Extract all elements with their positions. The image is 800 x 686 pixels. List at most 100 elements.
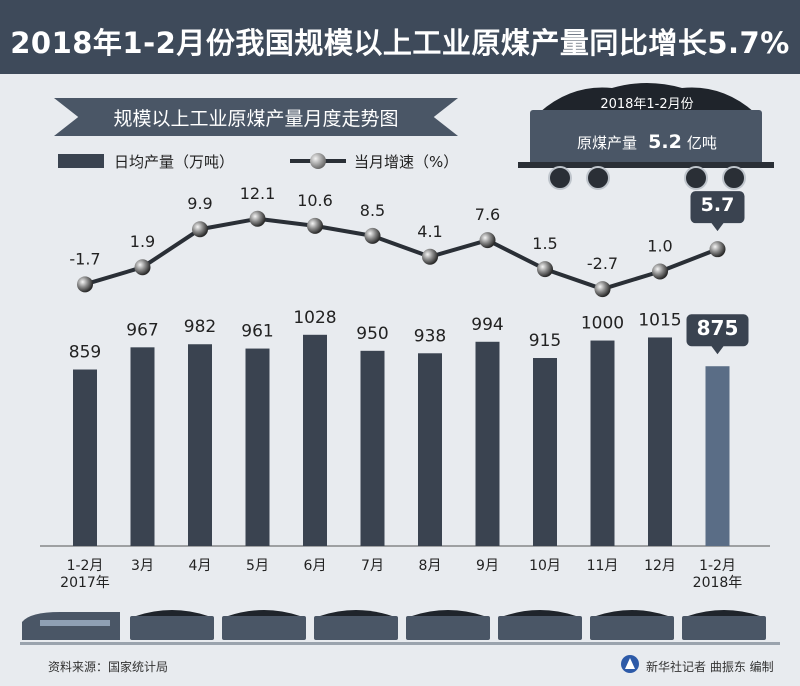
train-wagon-icon <box>498 616 582 640</box>
source-note: 资料来源：国家统计局 <box>48 660 169 674</box>
coal-load-icon <box>136 610 208 616</box>
header-bar: 2018年1-2月份我国规模以上工业原煤产量同比增长5.7% <box>0 0 800 74</box>
growth-value-label: -2.7 <box>587 254 618 273</box>
growth-value-label: 7.6 <box>475 205 500 224</box>
growth-value-label: 12.1 <box>240 184 276 203</box>
bar <box>73 369 97 546</box>
growth-point <box>307 217 323 234</box>
bar <box>130 347 155 546</box>
bar <box>705 366 730 546</box>
growth-point <box>479 232 496 249</box>
wagon-body <box>530 110 762 168</box>
xinhua-logo-icon <box>621 655 639 673</box>
x-tick-label: 3月 <box>131 558 154 574</box>
x-tick-label: 2018年 <box>693 575 743 591</box>
bar-value-label: 859 <box>69 343 101 363</box>
coal-load-icon <box>504 610 576 616</box>
svg-text:原煤产量 5.2 亿吨: 原煤产量 5.2 亿吨 <box>577 131 717 153</box>
train-wagon-icon <box>222 616 306 640</box>
legend-bar-swatch <box>58 154 104 168</box>
author-credit: 新华社记者 曲振东 编制 <box>646 660 774 674</box>
bar <box>590 340 615 546</box>
coal-load-icon <box>320 610 392 616</box>
growth-value-label: 4.1 <box>417 222 442 241</box>
chart-subtitle: 规模以上工业原煤产量月度走势图 <box>113 108 399 130</box>
card-label: 原煤产量 <box>577 134 637 152</box>
train-wagon-icon <box>314 616 398 640</box>
bar <box>245 348 270 546</box>
card-value: 5.2 <box>648 131 682 153</box>
growth-value-label: 10.6 <box>297 191 333 210</box>
bar <box>475 341 500 546</box>
legend-line-marker <box>310 153 326 169</box>
x-tick-label: 1-2月 <box>67 558 104 574</box>
growth-point <box>422 248 438 265</box>
bar-value-label: 967 <box>126 320 158 340</box>
x-tick-label: 5月 <box>246 558 269 574</box>
x-tick-label: 1-2月 <box>699 558 736 574</box>
x-tick-label: 2017年 <box>60 575 110 591</box>
train-wagon-icon <box>682 616 766 640</box>
growth-value-label: 1.0 <box>647 237 672 256</box>
bar-value-label: 994 <box>471 315 503 335</box>
coal-load-icon <box>688 610 760 616</box>
coal-load-icon <box>596 610 668 616</box>
bar <box>418 353 442 546</box>
growth-value-label: 1.9 <box>130 232 155 251</box>
coal-pile-icon <box>540 83 754 112</box>
growth-value-label: 9.9 <box>187 194 212 213</box>
bar-value-label: 950 <box>356 324 388 344</box>
x-tick-label: 7月 <box>361 558 384 574</box>
coal-load-icon <box>412 610 484 616</box>
growth-point <box>594 281 611 298</box>
bar-value-label: 938 <box>414 326 446 346</box>
x-tick-label: 10月 <box>529 558 561 574</box>
highlight-callout <box>686 314 749 355</box>
growth-point <box>537 261 553 278</box>
growth-highlight-callout <box>690 191 745 232</box>
growth-point <box>249 210 266 227</box>
bar <box>188 344 212 546</box>
page-title: 2018年1-2月份我国规模以上工业原煤产量同比增长5.7% <box>10 26 790 60</box>
bar-value-label: 915 <box>529 331 561 351</box>
growth-value-label: -1.7 <box>69 249 100 268</box>
card-period: 2018年1-2月份 <box>600 97 693 112</box>
wagon-wheels-icon <box>548 166 746 190</box>
train-wagon-icon <box>406 616 490 640</box>
x-tick-label: 6月 <box>304 558 327 574</box>
legend-bar-label: 日均产量（万吨） <box>114 153 235 171</box>
coal-wagon-card: 2018年1-2月份 原煤产量 5.2 亿吨 <box>518 83 774 190</box>
train-wagon-icon <box>590 616 674 640</box>
x-tick-label: 8月 <box>419 558 442 574</box>
growth-value-label: 5.7 <box>701 194 735 216</box>
rail-track <box>20 642 780 645</box>
growth-point <box>134 259 151 276</box>
bar <box>533 358 557 546</box>
bar-value-label: 961 <box>241 322 273 342</box>
bar <box>648 337 672 546</box>
growth-point <box>192 221 208 238</box>
x-tick-label: 11月 <box>587 558 619 574</box>
x-tick-label: 4月 <box>189 558 212 574</box>
bar <box>303 334 327 546</box>
growth-point <box>709 241 726 258</box>
legend-line-label: 当月增速（%） <box>354 153 459 171</box>
growth-point <box>77 276 93 293</box>
growth-value-label: 1.5 <box>532 234 557 253</box>
train-wagon-icon <box>130 616 214 640</box>
subtitle-banner <box>54 98 458 136</box>
locomotive-window <box>40 620 110 626</box>
card-unit: 亿吨 <box>687 134 717 152</box>
coal-load-icon <box>228 610 300 616</box>
bar-value-label: 1000 <box>581 314 624 334</box>
bar-value-label: 1028 <box>293 308 336 328</box>
growth-point <box>364 227 381 244</box>
bar-value-label: 1015 <box>638 310 681 330</box>
bar-value-label: 875 <box>697 316 739 340</box>
bar <box>360 350 385 546</box>
bar-value-label: 982 <box>184 317 216 337</box>
growth-line <box>84 216 719 292</box>
x-tick-label: 12月 <box>644 558 676 574</box>
x-tick-label: 9月 <box>476 558 499 574</box>
